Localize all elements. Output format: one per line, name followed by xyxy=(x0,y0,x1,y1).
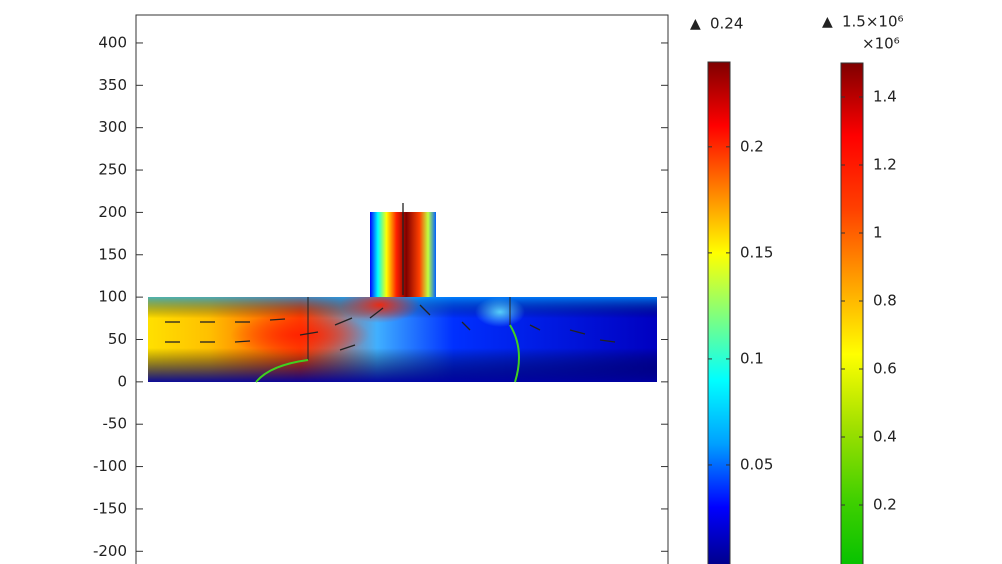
colorbar-tick-label: 0.2 xyxy=(873,496,897,514)
colorbar-tick-label: 1.4 xyxy=(873,88,897,106)
boundary-lines xyxy=(255,297,520,383)
y-tick-label: 200 xyxy=(98,203,127,221)
colorbar xyxy=(840,62,864,564)
y-tick-label: 350 xyxy=(98,76,127,94)
colorbar-tick-label: 0.6 xyxy=(873,360,897,378)
max-marker: ▲ xyxy=(822,14,833,30)
y-tick-label: 0 xyxy=(117,372,127,390)
y-tick-label: 400 xyxy=(98,33,127,51)
colorbar-tick-label: 0.8 xyxy=(873,292,897,310)
colorbar-max-label: 0.24 xyxy=(710,15,743,33)
y-tick-label: -50 xyxy=(103,415,128,433)
colorbar-tick-label: 0 xyxy=(740,562,750,564)
y-tick-label: -200 xyxy=(93,542,127,560)
y-tick-label: 300 xyxy=(98,118,127,136)
plot-frame xyxy=(135,14,669,564)
max-marker: ▲ xyxy=(690,16,701,32)
velocity-field xyxy=(148,297,657,382)
colorbar-tick-label: 1 xyxy=(873,224,883,242)
y-tick-label: 250 xyxy=(98,161,127,179)
colorbar-exponent: ×10⁶ xyxy=(862,35,900,53)
colorbar-max-label: 1.5×10⁶ xyxy=(842,13,904,31)
colorbar-tick-label: 0.15 xyxy=(740,243,773,261)
colorbar-tick-label: 1.2 xyxy=(873,156,897,174)
flow-arrows xyxy=(165,203,616,351)
colorbar-tick-label: 0.1 xyxy=(740,349,764,367)
y-tick-label: -150 xyxy=(93,499,127,517)
colorbar-tick-label: 0.05 xyxy=(740,455,773,473)
y-tick-label: 150 xyxy=(98,245,127,263)
colorbar-tick-label: 0.2 xyxy=(740,137,764,155)
y-tick-label: 100 xyxy=(98,288,127,306)
colorbar xyxy=(707,61,731,564)
colorbar-tick-label: 0.4 xyxy=(873,428,897,446)
y-tick-label: -100 xyxy=(93,457,127,475)
y-tick-label: 50 xyxy=(108,330,127,348)
